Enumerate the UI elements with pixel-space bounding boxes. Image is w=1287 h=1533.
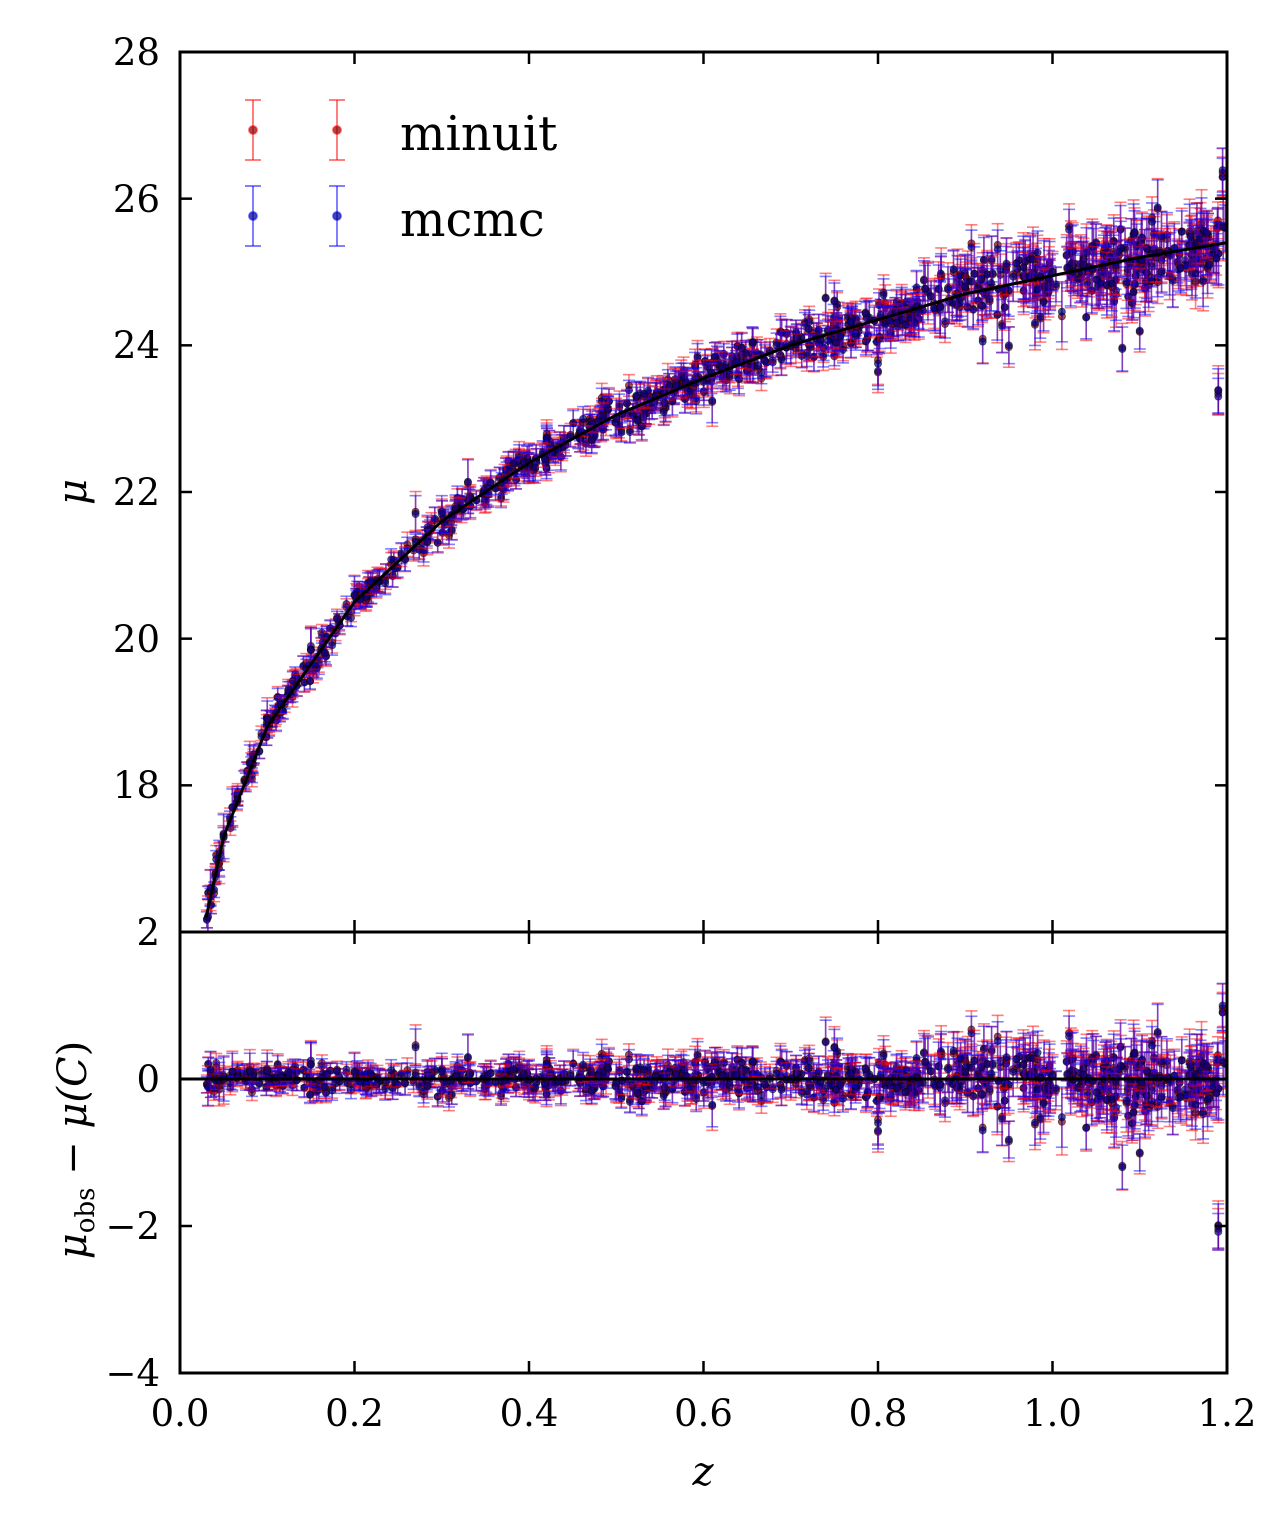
top-point-mcmc (1090, 253, 1103, 307)
legend-label-mcmc: mcmc (400, 192, 545, 248)
bottom-point-mcmc (1116, 1144, 1129, 1191)
top-point-mcmc (1002, 326, 1015, 365)
top-point-mcmc (919, 264, 932, 314)
xtick-label-1.0: 1.0 (1023, 1392, 1082, 1435)
xtick-label-0.8: 0.8 (849, 1392, 908, 1435)
bottom-ytick-label-minus2: −2 (105, 1205, 160, 1248)
top-ytick-label-28: 28 (113, 31, 160, 74)
bottom-y-axis-label: μobs − μ(C) (50, 1041, 101, 1259)
top-point-mcmc (564, 425, 577, 448)
top-point-mcmc (959, 267, 972, 306)
top-point-mcmc (1127, 265, 1140, 319)
top-point-mcmc (517, 452, 530, 473)
top-point-mcmc (1151, 179, 1164, 236)
top-point-mcmc (934, 279, 947, 335)
top-point-mcmc (834, 322, 847, 351)
legend-marker-minuit (245, 99, 345, 161)
bottom-ytick-label-minus4: −4 (105, 1352, 160, 1395)
top-point-mcmc (631, 407, 644, 433)
top-point-mcmc (1109, 240, 1122, 291)
top-point-mcmc (1212, 367, 1225, 414)
top-point-mcmc (770, 332, 783, 359)
top-point-mcmc (976, 318, 989, 365)
top-point-mcmc (484, 469, 497, 496)
bottom-panel-data (200, 982, 1227, 1252)
bottom-ylabel-close-paren: ) (50, 1041, 96, 1057)
top-point-mcmc (1017, 235, 1030, 300)
top-point-mcmc (461, 458, 474, 505)
top-point-mcmc (348, 575, 361, 614)
bottom-axes-frame (178, 930, 1229, 1375)
top-point-mcmc (1133, 311, 1146, 350)
top-point-mcmc (670, 370, 683, 400)
top-point-mcmc (802, 314, 815, 344)
xtick-label-0.2: 0.2 (325, 1392, 384, 1435)
bottom-ylabel-script-c: C (50, 1056, 96, 1087)
top-point-mcmc (1007, 251, 1020, 303)
x-axis-label: z (691, 1449, 714, 1495)
top-point-mcmc (657, 397, 670, 427)
xtick-label-0.4: 0.4 (500, 1392, 559, 1435)
top-ytick-label-24: 24 (113, 324, 160, 367)
top-point-mcmc (1077, 244, 1090, 286)
top-ytick-label-18: 18 (113, 764, 160, 807)
top-point-mcmc (872, 340, 884, 387)
top-ytick-label-20: 20 (113, 618, 160, 661)
top-point-mcmc (435, 494, 448, 534)
top-point-mcmc (304, 672, 317, 690)
bottom-ytick-label-0: 0 (136, 1058, 160, 1101)
top-point-mcmc (758, 344, 771, 378)
top-point-mcmc (1116, 326, 1129, 372)
top-point-mcmc (364, 570, 377, 592)
bottom-point-mcmc (409, 1028, 422, 1067)
top-point-mcmc (1105, 255, 1118, 312)
top-axes-frame (178, 50, 1229, 934)
top-point-mcmc (859, 300, 872, 327)
legend-label-minuit: minuit (400, 106, 557, 162)
xtick-label-1.2: 1.2 (1198, 1392, 1257, 1435)
top-y-axis-label: μ (50, 479, 96, 505)
top-point-mcmc (1120, 254, 1133, 310)
top-point-mcmc (1210, 232, 1223, 285)
top-point-mcmc (1010, 243, 1023, 284)
top-point-mcmc (507, 450, 520, 476)
top-point-mcmc (1000, 237, 1013, 291)
legend: minuit mcmc (245, 99, 557, 248)
top-point-mcmc (282, 680, 295, 701)
top-point-mcmc (1046, 252, 1059, 292)
bottom-ylabel-minus-mu: − μ( (50, 1086, 96, 1188)
top-point-mcmc (706, 377, 719, 424)
top-point-mcmc (877, 278, 890, 312)
top-point-mcmc (844, 307, 857, 337)
bottom-point-mcmc (1055, 1086, 1068, 1149)
legend-marker-mcmc (245, 185, 345, 247)
top-point-mcmc (819, 275, 832, 322)
top-point-mcmc (1175, 210, 1188, 254)
top-point-mcmc (985, 254, 998, 312)
top-point-mcmc (730, 349, 743, 374)
top-point-mcmc (538, 445, 551, 474)
top-point-mcmc (663, 372, 676, 399)
top-point-mcmc (947, 249, 960, 290)
top-point-mcmc (1061, 246, 1074, 289)
top-point-mcmc (822, 325, 835, 357)
top-panel-data (200, 147, 1227, 932)
top-ytick-label-22: 22 (113, 471, 160, 514)
top-point-mcmc (697, 362, 710, 402)
bottom-ytick-label-2: 2 (136, 911, 160, 954)
top-point-mcmc (1031, 230, 1044, 276)
top-point-mcmc (577, 405, 590, 432)
xtick-label-0.0: 0.0 (151, 1392, 210, 1435)
top-point-mcmc (950, 275, 963, 317)
top-point-mcmc (751, 352, 764, 380)
top-ytick-label-26: 26 (113, 178, 160, 221)
bottom-ylabel-mu: μ (50, 1233, 96, 1259)
top-point-mcmc (409, 494, 422, 534)
bottom-ylabel-subscript: obs (71, 1188, 101, 1234)
bottom-point-mcmc (1002, 1120, 1015, 1159)
top-point-mcmc (890, 308, 903, 337)
xtick-label-0.6: 0.6 (674, 1392, 733, 1435)
top-point-mcmc (638, 382, 651, 407)
